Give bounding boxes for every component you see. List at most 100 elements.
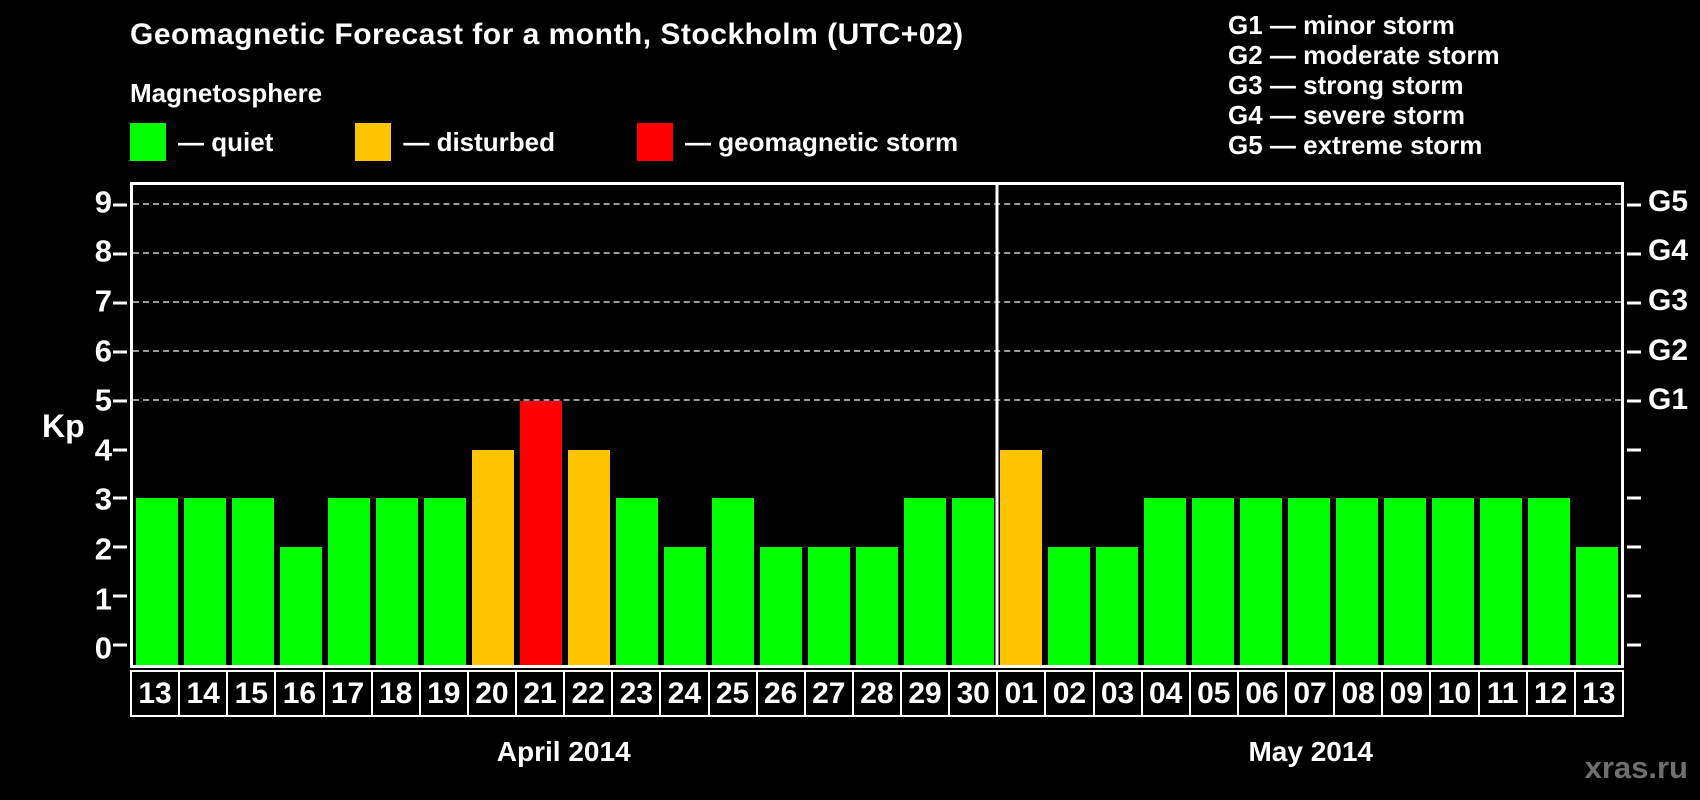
y-tick-label-4: 4	[94, 432, 112, 468]
date-cell-april-25: 25	[707, 670, 758, 717]
date-cell-may-10: 10	[1429, 670, 1480, 717]
g-tick-label-g4: G4	[1648, 234, 1689, 268]
right-tick-2	[1627, 545, 1641, 549]
kp-bar-april-15	[232, 498, 274, 665]
g-tick-label-g3: G3	[1648, 284, 1689, 318]
month-separator	[995, 185, 999, 665]
gridline-kp9	[133, 202, 1621, 205]
kp-bar-april-21	[520, 400, 562, 665]
kp-level-legend: — quiet — disturbed — geomagnetic storm	[130, 122, 1040, 162]
y-tick-label-5: 5	[94, 382, 112, 418]
month-label-may: May 2014	[1248, 736, 1374, 767]
y-tick-label-6: 6	[94, 333, 112, 369]
date-cell-april-29: 29	[900, 670, 951, 717]
right-tick-1	[1627, 594, 1641, 598]
date-cell-april-19: 19	[418, 670, 469, 717]
g-scale-line-g1: G1 — minor storm	[1228, 10, 1455, 40]
y-tick-label-0: 0	[94, 630, 112, 666]
date-cell-may-06: 06	[1236, 670, 1287, 717]
date-cell-may-05: 05	[1188, 670, 1239, 717]
right-axis-g-labels: G1 G2 G3 G4 G5	[1648, 182, 1700, 668]
kp-bar-may-09	[1384, 498, 1426, 665]
g-tick-label-g5: G5	[1648, 184, 1689, 218]
legend-label-quiet: — quiet	[178, 126, 274, 157]
kp-bar-may-12	[1528, 498, 1570, 665]
kp-bar-may-13	[1576, 547, 1618, 665]
right-tick-9	[1627, 203, 1641, 207]
magnetosphere-label: Magnetosphere	[130, 78, 323, 108]
date-cell-april-14: 14	[178, 670, 229, 717]
kp-bar-april-24	[664, 547, 706, 665]
date-cell-april-23: 23	[611, 670, 662, 717]
date-cell-april-26: 26	[755, 670, 806, 717]
kp-bar-april-14	[184, 498, 226, 665]
gridline-kp5	[133, 398, 1621, 401]
kp-bar-may-01	[1000, 449, 1042, 665]
left-tick-4	[113, 448, 127, 451]
date-cell-april-28: 28	[851, 670, 902, 717]
date-cell-april-30: 30	[948, 670, 999, 717]
date-cell-april-22: 22	[563, 670, 614, 717]
watermark: xras.ru	[1584, 750, 1688, 785]
kp-bar-april-25	[712, 498, 754, 665]
kp-bar-may-08	[1336, 498, 1378, 665]
date-cell-may-03: 03	[1092, 670, 1143, 717]
kp-bar-may-06	[1240, 498, 1282, 665]
legend-label-disturbed: — disturbed	[403, 126, 556, 157]
date-cell-april-27: 27	[803, 670, 854, 717]
date-cell-may-09: 09	[1381, 670, 1432, 717]
legend-item-disturbed: — disturbed	[355, 123, 555, 161]
kp-bar-may-11	[1480, 498, 1522, 665]
left-tick-9	[113, 203, 127, 207]
date-cell-april-15: 15	[226, 670, 277, 717]
legend-item-quiet: — quiet	[130, 123, 273, 161]
kp-bar-april-20	[472, 449, 514, 665]
y-tick-label-2: 2	[94, 531, 112, 567]
legend-label-storm: — geomagnetic storm	[685, 126, 959, 157]
left-tick-5	[113, 399, 127, 403]
right-tick-4	[1627, 448, 1641, 451]
left-tick-3	[113, 496, 127, 500]
left-tick-2	[113, 545, 127, 549]
kp-bar-april-19	[424, 498, 466, 665]
y-tick-label-3: 3	[94, 481, 112, 517]
left-tick-6	[113, 350, 127, 354]
date-cell-april-20: 20	[466, 670, 517, 717]
kp-bar-april-18	[376, 498, 418, 665]
kp-bar-may-02	[1048, 547, 1090, 665]
kp-bar-april-26	[760, 547, 802, 665]
date-cell-may-02: 02	[1044, 670, 1095, 717]
left-tick-0	[113, 643, 127, 647]
gridline-kp7	[133, 300, 1621, 303]
date-cell-may-04: 04	[1140, 670, 1191, 717]
y-tick-label-8: 8	[94, 233, 112, 269]
month-label-april: April 2014	[496, 736, 631, 767]
chart-title: Geomagnetic Forecast for a month, Stockh…	[130, 18, 964, 51]
date-cell-april-17: 17	[322, 670, 373, 717]
kp-bar-may-07	[1288, 498, 1330, 665]
date-cell-may-07: 07	[1285, 670, 1336, 717]
kp-bar-may-04	[1144, 498, 1186, 665]
g-tick-label-g1: G1	[1648, 383, 1689, 417]
gridline-kp8	[133, 251, 1621, 254]
date-cell-april-13: 13	[130, 670, 181, 717]
kp-bar-may-05	[1192, 498, 1234, 665]
y-tick-label-7: 7	[94, 283, 112, 319]
date-cell-may-01: 01	[996, 670, 1047, 717]
date-cell-may-11: 11	[1477, 670, 1528, 717]
left-tick-7	[113, 301, 127, 305]
kp-bar-april-22	[568, 449, 610, 665]
plot-area	[113, 182, 1641, 668]
g-scale-legend: G1 — minor storm G2 — moderate storm G3 …	[1228, 10, 1500, 160]
kp-bar-april-13	[136, 498, 178, 665]
y-tick-label-1: 1	[94, 581, 112, 617]
kp-bar-april-23	[616, 498, 658, 665]
y-axis-tick-labels: 0 1 2 3 4 5 6 7 8 9	[50, 182, 112, 668]
kp-bar-april-28	[856, 547, 898, 665]
kp-bar-april-17	[328, 498, 370, 665]
storm-swatch	[637, 123, 674, 161]
y-tick-label-9: 9	[94, 184, 112, 220]
g-tick-label-g2: G2	[1648, 333, 1689, 367]
kp-bar-april-30	[952, 498, 994, 665]
